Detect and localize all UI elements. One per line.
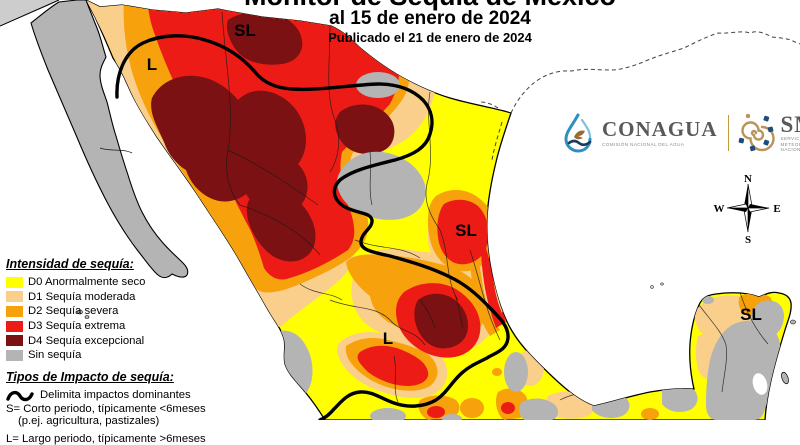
compass-e: E: [773, 203, 780, 215]
compass-rose: N S W E: [714, 173, 781, 246]
legend-impact-title: Tipos de Impacto de sequía:: [6, 370, 236, 384]
legend-impact-line4: L= Largo periodo, típicamente >6meses: [6, 433, 236, 445]
legend-swatch: [6, 291, 23, 302]
legend-swatch: [6, 350, 23, 361]
legend-impact-line1: Delimita impactos dominantes: [40, 389, 191, 401]
legend-intensity-title: Intensidad de sequía:: [6, 257, 236, 271]
legend-label: Sin sequía: [28, 349, 81, 361]
smn-caption-line3: NACIONAL: [781, 147, 800, 153]
legend-label: D2 Sequía severa: [28, 305, 118, 317]
conagua-logo-text: CONAGUA: [602, 119, 718, 140]
compass-s: S: [745, 234, 751, 246]
legend-swatch: [6, 321, 23, 332]
smn-spiral-icon: [737, 112, 775, 154]
conagua-drop-icon: [563, 112, 595, 154]
smn-caption-line1: SERVICIO: [781, 136, 800, 142]
impact-label-sl: SL: [234, 21, 256, 40]
legend-label: D0 Anormalmente seco: [28, 276, 145, 288]
impact-label-sl: SL: [740, 305, 762, 324]
impact-label-sl: SL: [455, 221, 477, 240]
conagua-caption: COMISIÓN NACIONAL DEL AGUA: [602, 142, 718, 147]
legend-impact-line2: S= Corto periodo, típicamente <6meses: [6, 403, 236, 415]
legend: Intensidad de sequía: D0 Anormalmente se…: [6, 257, 236, 445]
legend-swatch: [6, 306, 23, 317]
legend-swatch: [6, 335, 23, 346]
legend-items: D0 Anormalmente seco D1 Sequía moderada D2…: [6, 275, 236, 363]
legend-swatch: [6, 277, 23, 288]
institution-logos: CONAGUA COMISIÓN NACIONAL DEL AGUA SMN S…: [563, 112, 800, 154]
impact-label-l: L: [383, 329, 393, 348]
logo-separator: [728, 115, 729, 151]
legend-item: D1 Sequía moderada: [6, 290, 236, 305]
legend-item: Sin sequía: [6, 348, 236, 363]
impact-label-l: L: [147, 55, 157, 74]
legend-label: D4 Sequía excepcional: [28, 335, 144, 347]
legend-impact-line3: (p.ej. agricultura, pastizales): [18, 415, 236, 427]
legend-item: D4 Sequía excepcional: [6, 333, 236, 348]
impact-delimiter-icon: [6, 388, 34, 403]
legend-label: D1 Sequía moderada: [28, 291, 135, 303]
compass-w: W: [714, 203, 725, 215]
legend-item: D2 Sequía severa: [6, 304, 236, 319]
compass-n: N: [744, 173, 752, 185]
legend-item: D3 Sequía extrema: [6, 319, 236, 334]
legend-item: D0 Anormalmente seco: [6, 275, 236, 290]
smn-logo-text: SMN: [781, 113, 800, 136]
drought-monitor-screenshot: { "title": { "line1": "Monitor de Sequía…: [0, 0, 800, 420]
legend-label: D3 Sequía extrema: [28, 320, 125, 332]
